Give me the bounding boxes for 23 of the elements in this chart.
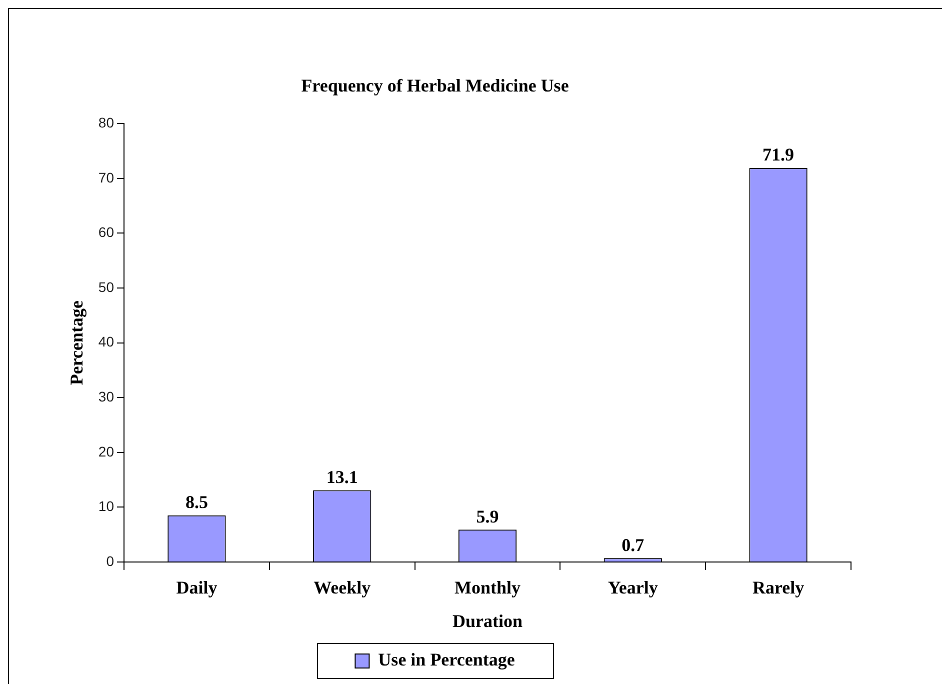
y-tick-label: 40	[98, 334, 114, 350]
data-label: 5.9	[476, 506, 499, 526]
data-label: 8.5	[185, 492, 208, 512]
y-tick-label: 30	[98, 388, 114, 404]
y-tick-label: 0	[106, 552, 114, 569]
data-label: 71.9	[762, 144, 794, 165]
data-label: 0.7	[622, 534, 644, 555]
x-axis-title: Duration	[452, 610, 523, 631]
x-tick-label: Yearly	[608, 577, 658, 598]
y-tick-label: 70	[98, 169, 114, 186]
y-tick-label: 60	[98, 224, 114, 240]
x-tick-label: Monthly	[454, 577, 521, 598]
x-tick-label: Weekly	[314, 577, 371, 598]
y-tick-label: 20	[98, 443, 114, 460]
y-tick-label: 80	[98, 114, 114, 130]
x-tick-label: Daily	[176, 577, 218, 598]
x-tick-label: Rarely	[752, 577, 804, 598]
data-label: 13.1	[326, 466, 358, 487]
y-tick-label: 10	[98, 498, 114, 514]
y-tick-label: 50	[98, 278, 114, 295]
legend-label: Use in Percentage	[378, 650, 515, 670]
y-axis-title: Percentage	[66, 300, 86, 386]
chart-title: Frequency of Herbal Medicine Use	[301, 75, 569, 96]
